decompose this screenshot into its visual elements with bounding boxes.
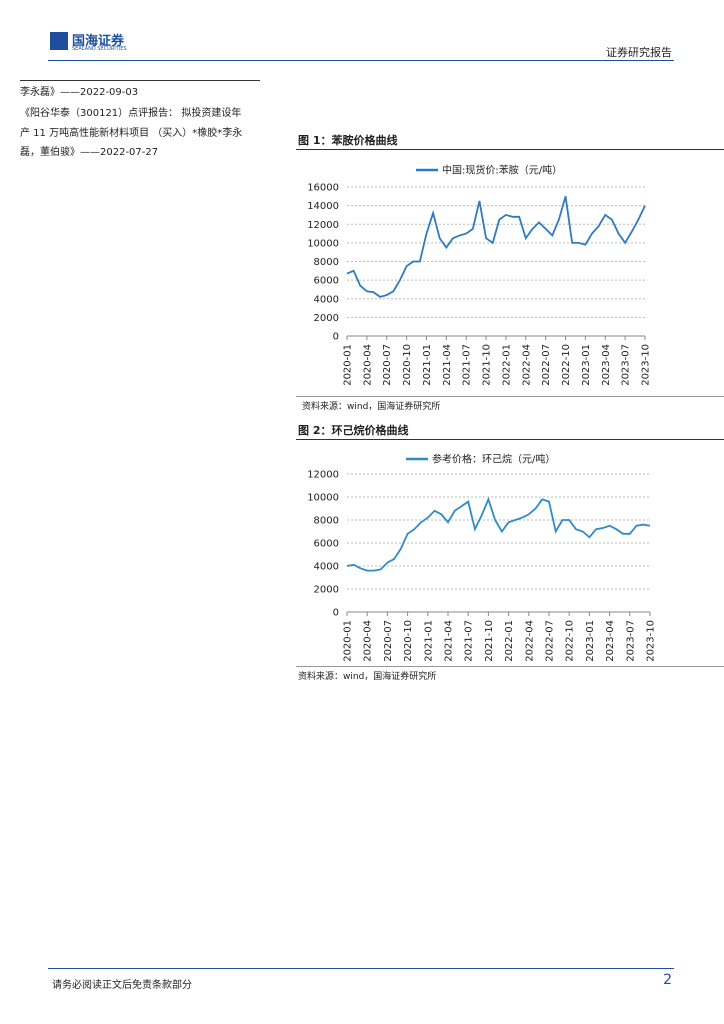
x-tick-label: 2021-10 (484, 620, 495, 662)
company-en: SEALAND SECURITIES (72, 46, 127, 52)
legend-label: 中国:现货价:苯胺（元/吨） (442, 164, 562, 177)
y-tick-label: 16000 (307, 183, 339, 194)
x-tick-label: 2020-07 (382, 344, 393, 386)
y-tick-label: 8000 (314, 516, 339, 527)
x-tick-label: 2020-10 (403, 620, 414, 662)
sidebar-line: 产 11 万吨高性能新材料项目 （买入）*橡胶*李永 (20, 128, 243, 139)
sidebar-line: 《阳谷华泰（300121）点评报告： 拟投资建设年 (20, 108, 242, 119)
x-tick-label: 2023-01 (581, 344, 592, 386)
x-tick-label: 2023-10 (646, 620, 657, 662)
y-tick-label: 2000 (314, 313, 339, 324)
x-tick-label: 2021-04 (444, 620, 455, 662)
figure-source: 资料来源：wind，国海证券研究所 (302, 402, 441, 412)
logo-icon (50, 32, 68, 50)
figure-label: 图 2： (298, 424, 332, 437)
figure-source: 资料来源：wind，国海证券研究所 (298, 672, 437, 682)
x-tick-label: 2020-04 (362, 344, 373, 386)
figure-label: 图 1： (298, 134, 332, 147)
sidebar-rule (20, 80, 260, 81)
x-tick-label: 2020-04 (363, 620, 374, 662)
disclaimer: 请务必阅读正文后免责条款部分 (52, 980, 192, 991)
x-tick-label: 2023-04 (601, 344, 612, 386)
data-line (346, 496, 651, 572)
x-tick-label: 2023-01 (585, 620, 596, 662)
x-tick-label: 2021-01 (422, 344, 433, 386)
y-tick-label: 6000 (314, 276, 339, 287)
figure-rule (296, 666, 724, 667)
header-rule (48, 60, 674, 61)
y-tick-label: 4000 (314, 294, 339, 305)
y-tick-label: 4000 (314, 562, 339, 573)
figure-name: 环己烷价格曲线 (331, 424, 409, 437)
figure-rule (296, 439, 724, 440)
x-tick-label: 2020-07 (383, 620, 394, 662)
y-tick-label: 2000 (314, 585, 339, 596)
x-tick-label: 2022-07 (541, 344, 552, 386)
figure-title: 图 1：苯胺价格曲线 (298, 132, 397, 148)
x-tick-label: 2022-04 (524, 620, 535, 662)
x-tick-label: 2021-04 (442, 344, 453, 386)
y-tick-label: 12000 (307, 470, 339, 481)
x-tick-label: 2022-04 (521, 344, 532, 386)
x-tick-label: 2023-07 (621, 344, 632, 386)
company: 国海证券 (72, 34, 125, 49)
figure-title: 图 2：环己烷价格曲线 (298, 422, 408, 438)
footer-rule (48, 968, 674, 969)
y-tick-label: 8000 (314, 257, 339, 268)
x-tick-label: 2021-01 (423, 620, 434, 662)
y-tick-label: 14000 (307, 201, 339, 212)
x-tick-label: 2020-10 (402, 344, 413, 386)
x-tick-label: 2023-04 (605, 620, 616, 662)
report-type: 证券研究报告 (606, 46, 672, 59)
figure-rule (296, 149, 724, 150)
x-tick-label: 2023-10 (641, 344, 652, 386)
y-tick-label: 6000 (314, 539, 339, 550)
x-tick-label: 2021-07 (462, 344, 473, 386)
x-tick-label: 2022-10 (561, 344, 572, 386)
sidebar-line: 李永磊》——2022-09-03 (20, 87, 139, 98)
figure-rule (296, 396, 724, 397)
legend-label: 参考价格：环己烷（元/吨） (432, 453, 555, 466)
figure-name: 苯胺价格曲线 (331, 134, 398, 147)
y-tick-label: 10000 (307, 493, 339, 504)
y-tick-label: 12000 (307, 220, 339, 231)
x-tick-label: 2022-01 (504, 620, 515, 662)
x-tick-label: 2021-10 (482, 344, 493, 386)
y-tick-label: 10000 (307, 238, 339, 249)
data-line (346, 196, 646, 298)
chart: 0 2000 4000 6000 8000 10000 12000 2020-01 2020-0… (307, 453, 657, 662)
page-number: 2 (663, 972, 672, 988)
y-tick-label: 0 (333, 332, 339, 343)
x-tick-label: 2020-01 (343, 620, 354, 662)
x-tick-label: 2022-07 (545, 620, 556, 662)
x-tick-label: 2021-07 (464, 620, 475, 662)
y-tick-label: 0 (333, 608, 339, 619)
chart: 0 2000 4000 6000 8000 10000 12000 14000 16000 202… (307, 164, 652, 386)
x-tick-label: 2022-01 (501, 344, 512, 386)
x-tick-label: 2020-01 (343, 344, 354, 386)
x-tick-label: 2022-10 (565, 620, 576, 662)
sidebar-line: 磊，董伯骏》——2022-07-27 (20, 147, 159, 158)
x-tick-label: 2023-07 (625, 620, 636, 662)
